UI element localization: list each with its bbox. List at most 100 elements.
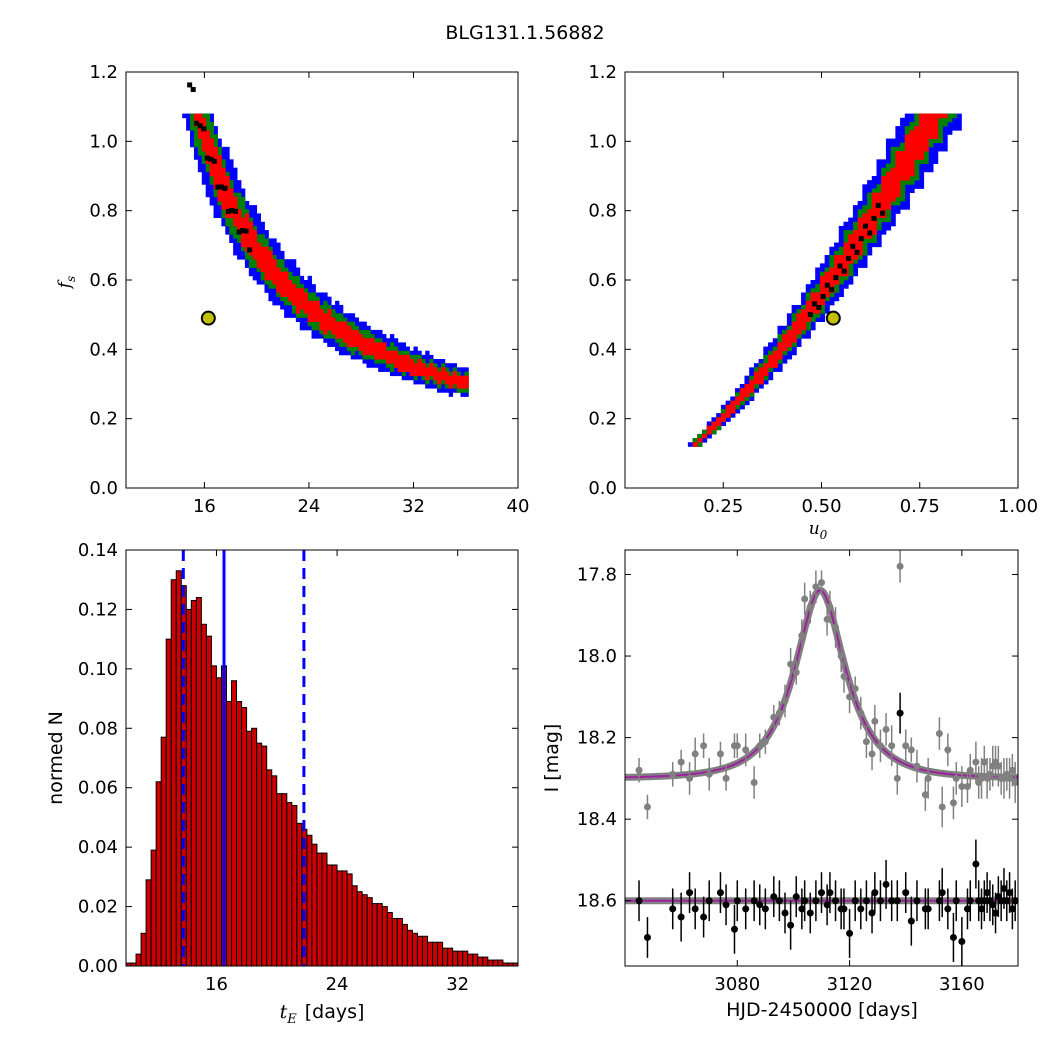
heatmap-cell [362, 334, 367, 339]
heatmap-cell [248, 213, 254, 218]
histogram-bars [125, 570, 519, 967]
heatmap-cell [229, 184, 234, 189]
heatmap-cell [852, 271, 859, 277]
heatmap-cell [904, 184, 910, 189]
heatmap-cell [401, 367, 407, 372]
heatmap-cell [848, 267, 854, 273]
heatmap-cell [209, 167, 214, 173]
heatmap-cell [276, 300, 281, 306]
heatmap-cell [758, 375, 764, 381]
heatmap-cell [303, 325, 309, 331]
heatmap-cell [315, 309, 320, 314]
heatmap-cell [815, 271, 821, 277]
panel-fs-vs-u0: 0.25 0.50 0.75 1.000.00.20.40.60.81.01.2 u0 [588, 62, 1038, 542]
heatmap-cell [928, 155, 934, 160]
heatmap-cell [370, 338, 375, 343]
histogram-bar [356, 891, 363, 967]
heatmap-cell [857, 255, 863, 260]
heatmap-cell [397, 371, 403, 377]
data-point [818, 579, 825, 587]
model-curve [625, 589, 1018, 779]
heatmap-cell [233, 171, 238, 177]
heatmap-cell [291, 271, 297, 277]
heatmap-cell [225, 200, 230, 206]
heatmap-cell [909, 113, 915, 119]
heatmap-cell [914, 176, 920, 181]
heatmap-cell [280, 292, 285, 298]
heatmap-cell [843, 263, 849, 268]
data-point [781, 697, 789, 705]
heatmap-cell [382, 346, 387, 352]
heatmap-cell [213, 192, 218, 198]
heatmap-cell [389, 359, 395, 364]
data-point [896, 562, 904, 570]
heatmap-cell [904, 159, 910, 164]
heatmap-cell [951, 117, 958, 123]
heatmap-cell [205, 134, 211, 139]
heatmap-cell [843, 271, 849, 277]
heatmap-cell [240, 213, 246, 218]
heatmap-cell [937, 117, 943, 123]
heatmap-cell [838, 246, 844, 252]
best-cell [190, 87, 196, 93]
heatmap-cell [244, 225, 250, 231]
heatmap-cell [237, 255, 242, 260]
heatmap-cell [276, 296, 281, 302]
heatmap-cell [233, 200, 238, 206]
heatmap-cell [272, 263, 277, 268]
heatmap-cell [772, 363, 778, 368]
heatmap-cell [237, 205, 242, 210]
plot-frame [125, 549, 519, 967]
data-point [635, 897, 643, 905]
heatmap-cell [244, 263, 250, 268]
heatmap-cell [264, 288, 269, 293]
heatmap-cell [805, 334, 811, 339]
heatmap-cell [190, 138, 195, 144]
heatmap-cell [288, 300, 293, 306]
heatmap-cell [885, 159, 892, 164]
heatmap-cell [354, 338, 359, 343]
x-tick-label: 3080 [714, 974, 760, 995]
data-point [823, 901, 831, 909]
heatmap-cell [182, 113, 187, 119]
heatmap-cell [909, 146, 915, 152]
heatmap-cell [862, 192, 868, 198]
heatmap-cell [909, 126, 915, 131]
histogram-bar [236, 701, 243, 967]
histogram-bar [482, 956, 489, 967]
best-cell [829, 287, 835, 293]
heatmap-cell [448, 363, 454, 368]
heatmap-cell [272, 238, 277, 243]
heatmap-cell [217, 146, 222, 152]
heatmap-cell [909, 117, 915, 123]
heatmap-cell [914, 159, 920, 164]
heatmap-cell [862, 209, 868, 214]
heatmap-cell [401, 342, 407, 347]
data-point [871, 717, 879, 725]
heatmap-cell [252, 230, 258, 235]
heatmap-cell [763, 354, 769, 360]
data-point [888, 897, 896, 905]
heatmap-cell [768, 342, 774, 347]
heatmap-cell [197, 159, 203, 164]
heatmap-cell [205, 159, 211, 164]
heatmap-cell [436, 384, 442, 389]
data-point [907, 746, 915, 754]
heatmap-cell [190, 130, 195, 135]
heatmap-cell [852, 246, 859, 252]
heatmap-cell [838, 288, 844, 293]
heatmap-cell [358, 354, 363, 360]
heatmap-cell [358, 338, 363, 343]
heatmap-cell [358, 325, 363, 331]
heatmap-cell [237, 196, 242, 202]
heatmap-cell [848, 238, 854, 243]
heatmap-cell [881, 230, 887, 235]
heatmap-cell [834, 284, 840, 289]
heatmap-cell [366, 338, 371, 343]
heatmap-cell [327, 338, 332, 343]
heatmap-cell [370, 329, 375, 335]
heatmap-cell [848, 280, 854, 285]
heatmap-cell [918, 171, 925, 177]
x-axis-label: tE [days] [280, 1001, 365, 1027]
